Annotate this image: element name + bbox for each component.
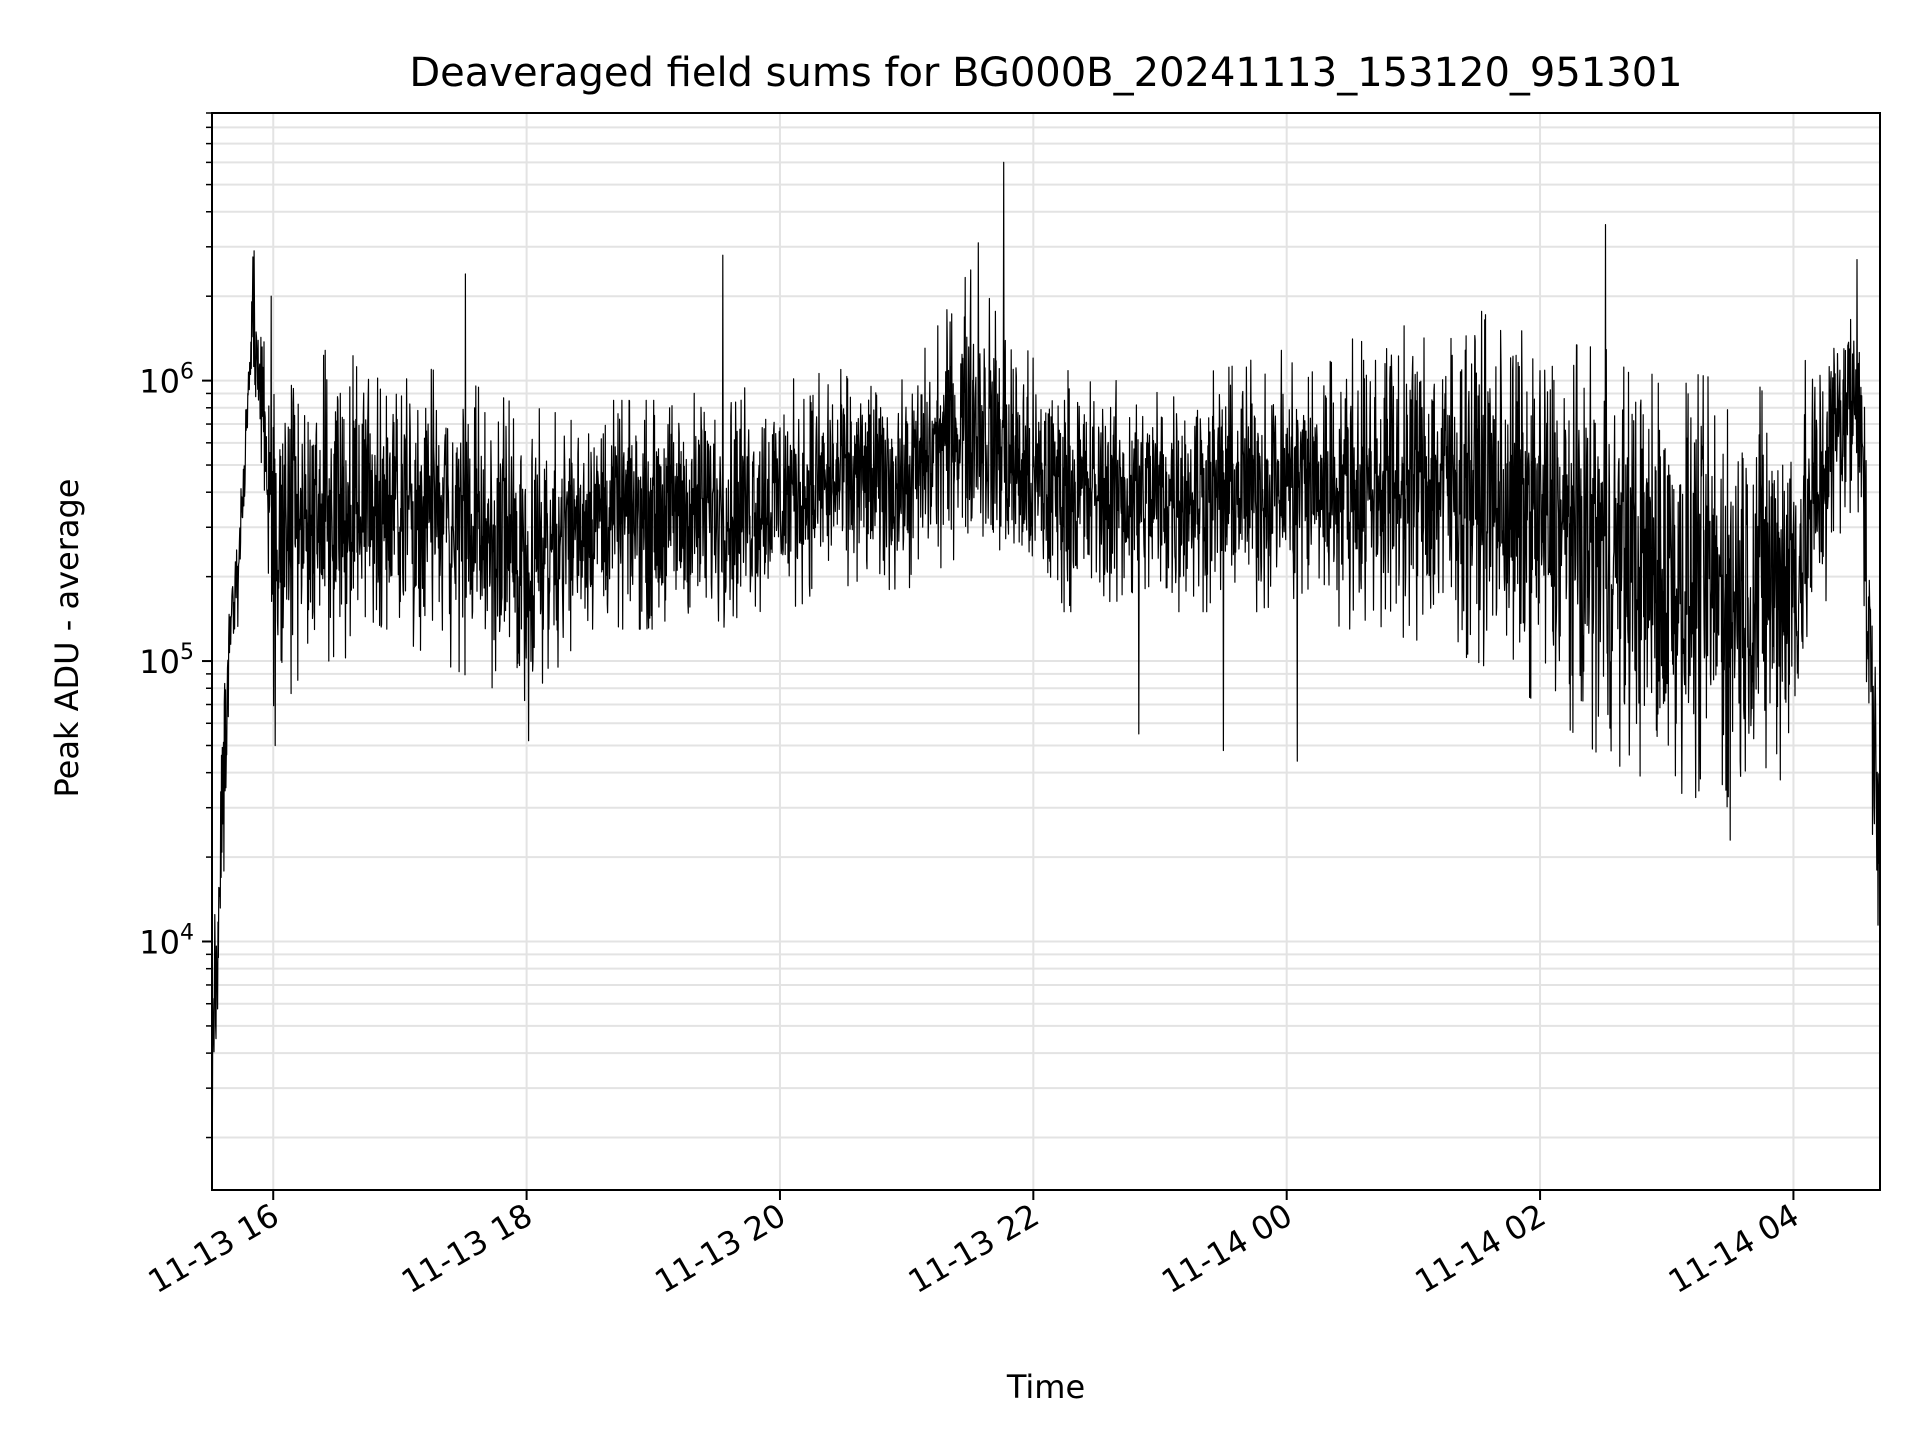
y-tick-exponent: 4 [180, 921, 194, 946]
y-tick-label: 106 [139, 360, 194, 401]
y-tick-label: 105 [139, 640, 194, 681]
series-peak-adu [211, 161, 1881, 1125]
chart-title: Deaveraged field sums for BG000B_2024111… [409, 50, 1682, 96]
x-axis-title: Time [1006, 1368, 1085, 1406]
y-tick-base: 10 [139, 924, 180, 962]
y-axis-title: Peak ADU - average [48, 479, 86, 798]
grid-lines [212, 112, 1880, 1190]
y-tick-base: 10 [139, 643, 180, 681]
y-tick-exponent: 5 [180, 640, 194, 665]
plot-frame [211, 112, 1881, 1191]
y-tick-label: 104 [139, 921, 194, 962]
series-line [211, 161, 1881, 1125]
y-tick-base: 10 [139, 363, 180, 401]
y-tick-exponent: 6 [180, 360, 194, 385]
